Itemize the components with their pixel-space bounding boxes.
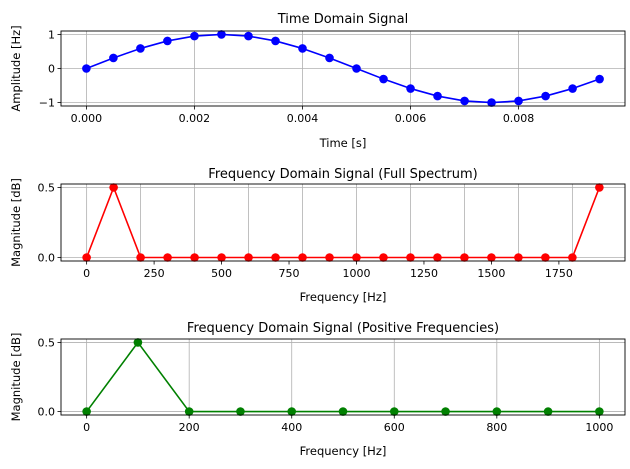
x-tick-label: 0.006 [395, 112, 427, 125]
series-line [85, 186, 601, 259]
x-tick-label: 500 [211, 267, 232, 280]
data-point [190, 31, 199, 41]
x-tick-label: 0.008 [503, 112, 535, 125]
x-axis-label: Frequency [Hz] [300, 290, 387, 304]
data-point [163, 36, 172, 46]
chart-title: Frequency Domain Signal (Full Spectrum) [208, 167, 477, 182]
data-point [379, 253, 388, 262]
y-tick-label: 0.0 [38, 406, 56, 419]
data-point [595, 74, 604, 84]
x-axis-label: Frequency [Hz] [300, 444, 387, 458]
y-tick-label: 0.5 [38, 182, 56, 195]
data-point [82, 64, 91, 73]
data-point [298, 253, 307, 262]
data-point [163, 253, 172, 262]
data-point [325, 53, 334, 63]
y-tick-label: −1 [39, 97, 55, 110]
data-point [541, 253, 550, 262]
y-axis-label: Amplitude [Hz] [9, 25, 23, 111]
x-tick-label: 1250 [410, 267, 438, 280]
data-point [109, 183, 118, 192]
y-tick-label: 0.0 [38, 252, 56, 265]
x-tick-label: 0.000 [71, 112, 103, 125]
x-tick-label: 200 [179, 421, 200, 434]
data-point [492, 407, 502, 416]
data-point [184, 407, 194, 416]
axes-frame [60, 183, 626, 262]
data-point [543, 407, 553, 416]
data-point [441, 407, 450, 416]
x-tick-label: 400 [281, 421, 302, 434]
time-domain-panel: 0.000 0.002 0.004 0.006 0.008 −1 0 1 Time Domai… [9, 12, 626, 150]
x-tick-label: 0 [83, 267, 90, 280]
x-tick-label: 0 [83, 421, 90, 434]
y-tick-label: 0.5 [38, 336, 56, 349]
series-line [86, 33, 600, 104]
data-point [287, 407, 297, 416]
axes-frame [60, 338, 626, 416]
x-tick-label: 600 [384, 421, 405, 434]
y-axis-label: Magnitude [dB] [9, 178, 23, 267]
full-spectrum-panel: 0 250 500 750 1000 1250 1500 1750 0.0 0.5 Frequen… [9, 167, 626, 304]
data-point [514, 253, 523, 262]
data-point [514, 96, 523, 106]
chart-title: Time Domain Signal [277, 12, 408, 27]
x-tick-label: 0.004 [287, 112, 319, 125]
x-tick-label: 1750 [545, 267, 573, 280]
x-tick-label: 1000 [585, 421, 613, 434]
data-point [379, 74, 388, 84]
data-point [82, 253, 91, 262]
data-point [352, 253, 361, 262]
data-point [136, 253, 145, 262]
chart-title: Frequency Domain Signal (Positive Freque… [187, 321, 499, 336]
positive-spectrum-panel: 0 200 400 600 800 1000 0.0 0.5 Frequency Domain… [9, 321, 626, 458]
x-tick-label: 250 [144, 267, 165, 280]
x-tick-label: 1500 [477, 267, 505, 280]
data-point [190, 253, 199, 262]
y-axis-label: Magnitude [dB] [9, 333, 23, 422]
data-point [541, 91, 550, 101]
data-point [133, 338, 143, 347]
x-tick-label: 800 [486, 421, 507, 434]
data-point [487, 98, 496, 107]
data-point [217, 253, 226, 262]
data-point [109, 53, 118, 63]
data-point [406, 253, 415, 262]
data-point [298, 44, 307, 53]
y-tick-label: 0 [48, 63, 55, 76]
data-point [271, 253, 280, 262]
y-tick-label: 1 [48, 28, 55, 41]
data-point [352, 64, 361, 73]
data-point [236, 407, 245, 416]
data-point [595, 407, 604, 416]
x-tick-label: 0.002 [179, 112, 211, 125]
data-point [217, 30, 226, 39]
data-point [136, 44, 145, 53]
data-point [406, 84, 415, 93]
data-point [271, 36, 280, 46]
data-point [460, 253, 469, 262]
data-point [244, 253, 253, 262]
data-point [568, 253, 577, 262]
data-point [325, 253, 334, 262]
data-point [595, 183, 604, 192]
data-point [389, 407, 399, 416]
data-point [433, 91, 442, 101]
data-point [82, 407, 91, 416]
x-axis-label: Time [s] [319, 136, 367, 150]
data-point [460, 96, 469, 106]
data-point [433, 253, 442, 262]
data-point [568, 84, 577, 93]
x-tick-label: 750 [279, 267, 300, 280]
data-point [244, 31, 253, 41]
x-tick-label: 1000 [342, 267, 370, 280]
series-line [85, 341, 600, 413]
data-point [487, 253, 496, 262]
data-point [338, 407, 348, 416]
